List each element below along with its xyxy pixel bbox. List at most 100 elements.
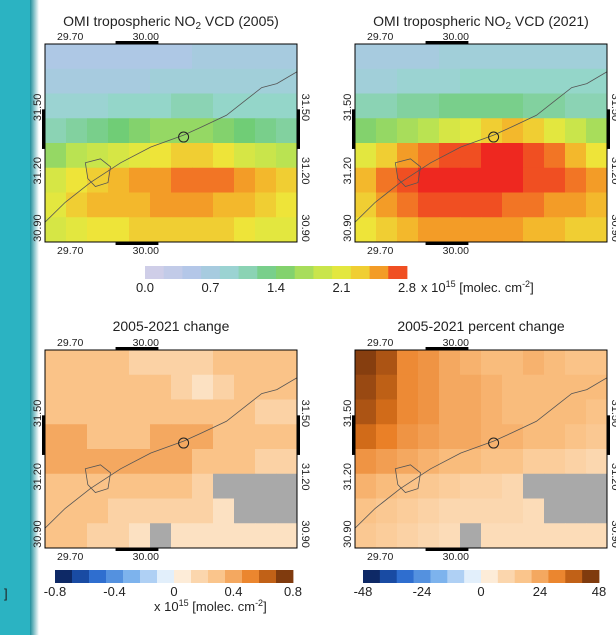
colorbar-swatch — [379, 570, 398, 583]
heatmap-cell — [565, 424, 587, 450]
heatmap-cell — [108, 424, 130, 450]
heatmap-cell — [397, 192, 419, 218]
heatmap-cell — [523, 449, 545, 475]
heatmap-cell — [586, 44, 608, 70]
heatmap-cell — [192, 44, 214, 70]
colorbar-swatch — [313, 266, 333, 279]
heatmap-cell — [565, 350, 587, 376]
heatmap-cell — [213, 399, 235, 425]
colorbar-tick-label: 1.4 — [267, 280, 285, 295]
frame-bar-top — [115, 347, 159, 350]
heatmap-cell — [460, 143, 482, 169]
y-tick-label-left: 30.90 — [342, 520, 354, 548]
heatmap-cell — [45, 44, 67, 70]
heatmap-cell — [439, 118, 461, 144]
colorbar-swatch — [430, 570, 448, 583]
y-tick-label-right: 31.20 — [609, 463, 616, 491]
heatmap-cell — [129, 167, 151, 193]
heatmap-cell — [418, 473, 440, 499]
heatmap-cell — [544, 399, 566, 425]
colorbar-swatch — [276, 570, 294, 583]
heatmap-cell — [213, 473, 235, 499]
heatmap-cell — [502, 424, 524, 450]
heatmap-cell — [66, 498, 88, 524]
heatmap-cell — [171, 523, 193, 549]
frame-bar-bottom — [115, 548, 159, 551]
heatmap-cell — [150, 44, 172, 70]
colorbar-swatch — [123, 570, 141, 583]
heatmap-cell — [523, 192, 545, 218]
heatmap-cell — [355, 167, 377, 193]
colorbar-tick-label: 0.7 — [201, 280, 219, 295]
heatmap-cell — [355, 93, 377, 119]
heatmap-cell — [397, 167, 419, 193]
heatmap-cell — [129, 93, 151, 119]
y-tick-label-left: 31.50 — [32, 94, 44, 122]
panel-title: 2005-2021 percent change — [397, 318, 565, 334]
heatmap-cell — [586, 374, 608, 400]
heatmap-cell — [481, 523, 503, 549]
heatmap-cell — [586, 399, 608, 425]
heatmap-cell — [565, 118, 587, 144]
heatmap-cell — [502, 217, 524, 243]
x-tick-label-bottom: 29.70 — [57, 245, 83, 257]
colorbar-swatch — [481, 570, 499, 583]
heatmap-cell — [150, 424, 172, 450]
y-tick-label-left: 30.90 — [32, 520, 44, 548]
heatmap-cell — [439, 192, 461, 218]
colorbar-swatch — [140, 570, 158, 583]
city-marker — [488, 131, 500, 143]
y-tick-label-left: 31.50 — [342, 400, 354, 428]
heatmap-cell — [418, 217, 440, 243]
panel-1: OMI tropospheric NO2 VCD (2005)29.7029.7… — [32, 13, 311, 257]
heatmap-cell — [544, 167, 566, 193]
frame-bar-left — [42, 109, 45, 149]
edge-fragment-text: ] — [4, 586, 8, 601]
unit-end: ] — [530, 280, 534, 295]
colorbar-tick-label: 2.8 — [398, 280, 416, 295]
panel-title-suffix: VCD (2005) — [201, 13, 279, 29]
heatmap-cell — [129, 374, 151, 400]
lake-outline — [84, 158, 111, 188]
heatmap-cell — [192, 350, 214, 376]
heatmap-cell — [376, 192, 398, 218]
heatmap-cell — [255, 473, 277, 499]
colorbar-swatch — [191, 570, 209, 583]
heatmap-cell — [66, 449, 88, 475]
heatmap-cell — [481, 449, 503, 475]
heatmap-cell — [544, 118, 566, 144]
heatmap-cell — [108, 473, 130, 499]
colorbar-tick-label: 0.0 — [136, 280, 154, 295]
heatmap-cell — [87, 498, 109, 524]
heatmap-cell — [213, 374, 235, 400]
y-tick-label-right: 30.90 — [609, 520, 616, 548]
heatmap-cell — [586, 192, 608, 218]
panel-2: OMI tropospheric NO2 VCD (2021)29.7029.7… — [342, 13, 616, 257]
heatmap-cell — [544, 523, 566, 549]
heatmap-cell — [129, 473, 151, 499]
heatmap-cell — [544, 93, 566, 119]
heatmap-cell — [502, 399, 524, 425]
colorbar-swatch — [163, 266, 183, 279]
heatmap-cell — [192, 399, 214, 425]
heatmap-cell — [192, 217, 214, 243]
heatmap-cell — [108, 498, 130, 524]
y-tick-label-left: 31.20 — [32, 463, 44, 491]
heatmap-cell — [276, 399, 298, 425]
y-tick-label-right: 31.50 — [299, 400, 311, 428]
colorbar-swatch — [396, 570, 414, 583]
colorbar-tick-label: -0.8 — [44, 584, 66, 599]
heatmap-cell — [481, 143, 503, 169]
heatmap-cell — [418, 498, 440, 524]
heatmap-cell — [108, 93, 130, 119]
heatmap-cell — [171, 399, 193, 425]
panel-title-prefix: OMI tropospheric NO — [63, 13, 195, 29]
city-marker — [178, 131, 190, 143]
heatmap-cell — [481, 44, 503, 70]
heatmap-cell — [87, 350, 109, 376]
heatmap-cell — [376, 424, 398, 450]
heatmap-cell — [66, 399, 88, 425]
heatmap-cell — [502, 449, 524, 475]
heatmap-cell — [276, 118, 298, 144]
heatmap-cell — [439, 399, 461, 425]
